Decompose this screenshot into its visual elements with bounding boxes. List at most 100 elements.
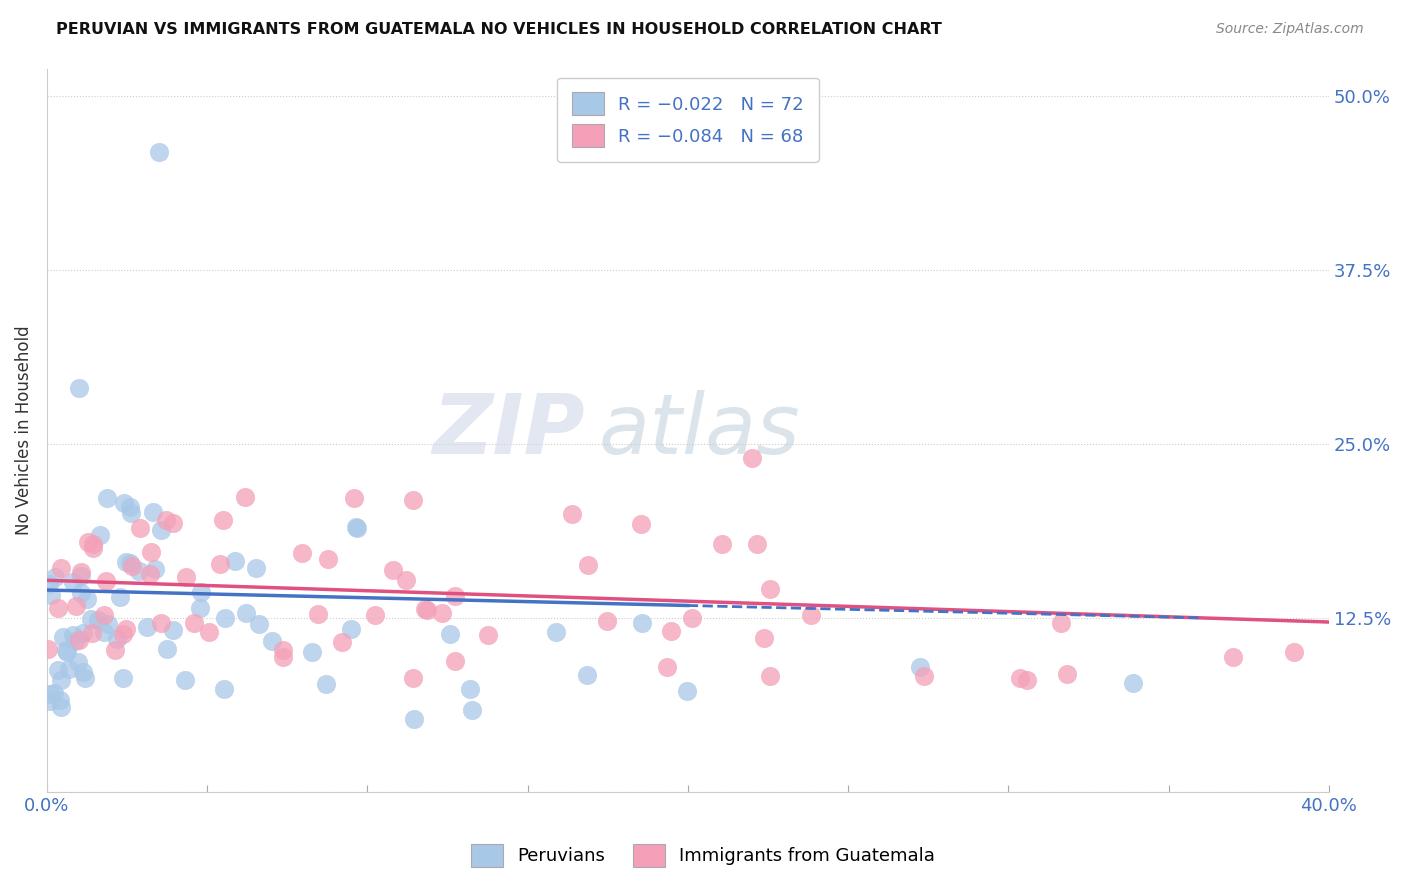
Point <box>291 546 314 560</box>
Point <box>343 491 366 506</box>
Y-axis label: No Vehicles in Household: No Vehicles in Household <box>15 326 32 535</box>
Point <box>129 521 152 535</box>
Point <box>402 712 425 726</box>
Point <box>235 606 257 620</box>
Point <box>657 659 679 673</box>
Point <box>630 516 652 531</box>
Point <box>224 554 246 568</box>
Point <box>120 500 142 514</box>
Point <box>62 628 84 642</box>
Point <box>344 520 367 534</box>
Point <box>631 616 654 631</box>
Point <box>156 642 179 657</box>
Point <box>340 623 363 637</box>
Point <box>121 558 143 573</box>
Point <box>72 626 94 640</box>
Point <box>66 655 89 669</box>
Point <box>307 607 329 621</box>
Point <box>208 558 231 572</box>
Point <box>38 577 60 591</box>
Point <box>575 668 598 682</box>
Point <box>330 634 353 648</box>
Point <box>198 625 221 640</box>
Point <box>93 608 115 623</box>
Point <box>155 513 177 527</box>
Point <box>115 555 138 569</box>
Point <box>89 528 111 542</box>
Point <box>148 145 170 159</box>
Point <box>67 381 90 395</box>
Point <box>1017 673 1039 688</box>
Point <box>69 586 91 600</box>
Point <box>77 534 100 549</box>
Point <box>212 513 235 527</box>
Point <box>87 613 110 627</box>
Point <box>190 585 212 599</box>
Point <box>247 616 270 631</box>
Point <box>120 506 142 520</box>
Point <box>76 591 98 606</box>
Point <box>96 574 118 588</box>
Point <box>458 682 481 697</box>
Point <box>461 703 484 717</box>
Point <box>80 612 103 626</box>
Point <box>188 601 211 615</box>
Point <box>710 537 733 551</box>
Point <box>162 516 184 531</box>
Point <box>301 645 323 659</box>
Point <box>112 671 135 685</box>
Point <box>93 625 115 640</box>
Point <box>661 624 683 638</box>
Point <box>1284 645 1306 659</box>
Point <box>105 632 128 646</box>
Point <box>63 634 86 648</box>
Point <box>681 610 703 624</box>
Point <box>46 600 69 615</box>
Point <box>73 671 96 685</box>
Point <box>754 632 776 646</box>
Point <box>97 617 120 632</box>
Point <box>114 622 136 636</box>
Text: ZIP: ZIP <box>433 390 585 471</box>
Point <box>37 641 59 656</box>
Point <box>149 524 172 538</box>
Point <box>745 537 768 551</box>
Point <box>273 650 295 665</box>
Point <box>104 642 127 657</box>
Point <box>402 671 425 685</box>
Point <box>741 450 763 465</box>
Point <box>49 693 72 707</box>
Point <box>402 492 425 507</box>
Point <box>139 567 162 582</box>
Point <box>394 573 416 587</box>
Point <box>48 663 70 677</box>
Point <box>212 682 235 697</box>
Point <box>346 521 368 535</box>
Point <box>49 699 72 714</box>
Point <box>1222 650 1244 665</box>
Point <box>162 623 184 637</box>
Point <box>413 601 436 615</box>
Point <box>70 569 93 583</box>
Point <box>443 590 465 604</box>
Point <box>52 630 75 644</box>
Point <box>596 614 619 628</box>
Point <box>561 507 583 521</box>
Point <box>758 669 780 683</box>
Point <box>51 560 73 574</box>
Point <box>67 633 90 648</box>
Point <box>111 627 134 641</box>
Point <box>214 611 236 625</box>
Point <box>38 694 60 708</box>
Point <box>910 659 932 673</box>
Legend: Peruvians, Immigrants from Guatemala: Peruvians, Immigrants from Guatemala <box>464 837 942 874</box>
Point <box>800 608 823 623</box>
Point <box>82 537 104 551</box>
Point <box>477 628 499 642</box>
Text: PERUVIAN VS IMMIGRANTS FROM GUATEMALA NO VEHICLES IN HOUSEHOLD CORRELATION CHART: PERUVIAN VS IMMIGRANTS FROM GUATEMALA NO… <box>56 22 942 37</box>
Point <box>149 616 172 631</box>
Point <box>315 677 337 691</box>
Point <box>143 562 166 576</box>
Point <box>912 669 935 683</box>
Point <box>82 541 104 555</box>
